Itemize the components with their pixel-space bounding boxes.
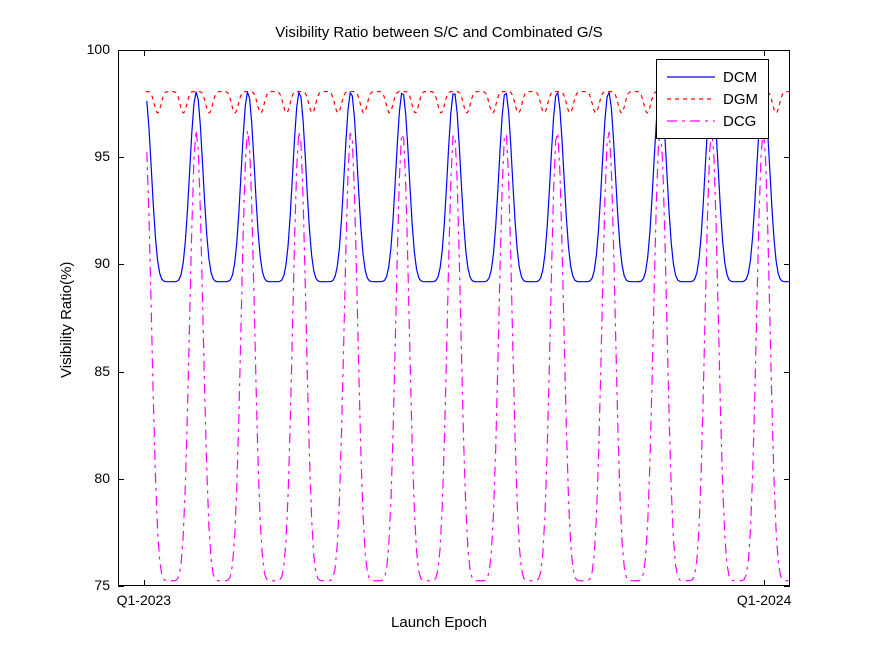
legend-label: DCM xyxy=(723,69,757,86)
legend-swatch xyxy=(667,111,715,131)
legend: DCM DGM DCG xyxy=(656,59,769,139)
y-tick-label: 75 xyxy=(70,577,110,593)
y-tick-label: 90 xyxy=(70,255,110,271)
x-tick-label: Q1-2023 xyxy=(117,592,171,608)
chart-title: Visibility Ratio between S/C and Combina… xyxy=(0,24,878,41)
y-tick-label: 95 xyxy=(70,148,110,164)
y-tick-label: 100 xyxy=(70,41,110,57)
x-tick-label: Q1-2024 xyxy=(737,592,791,608)
legend-swatch xyxy=(667,67,715,87)
y-tick-label: 80 xyxy=(70,470,110,486)
legend-label: DGM xyxy=(723,91,758,108)
figure: Visibility Ratio between S/C and Combina… xyxy=(0,0,878,672)
legend-item-dcm: DCM xyxy=(667,66,758,88)
plot-area: DCM DGM DCG xyxy=(118,50,790,586)
series-dcg xyxy=(147,130,789,581)
legend-item-dgm: DGM xyxy=(667,88,758,110)
legend-swatch xyxy=(667,89,715,109)
y-axis-label: Visibility Ratio(%) xyxy=(58,262,75,378)
y-tick-label: 85 xyxy=(70,363,110,379)
legend-item-dcg: DCG xyxy=(667,110,758,132)
legend-label: DCG xyxy=(723,113,756,130)
x-axis-label: Launch Epoch xyxy=(0,614,878,631)
